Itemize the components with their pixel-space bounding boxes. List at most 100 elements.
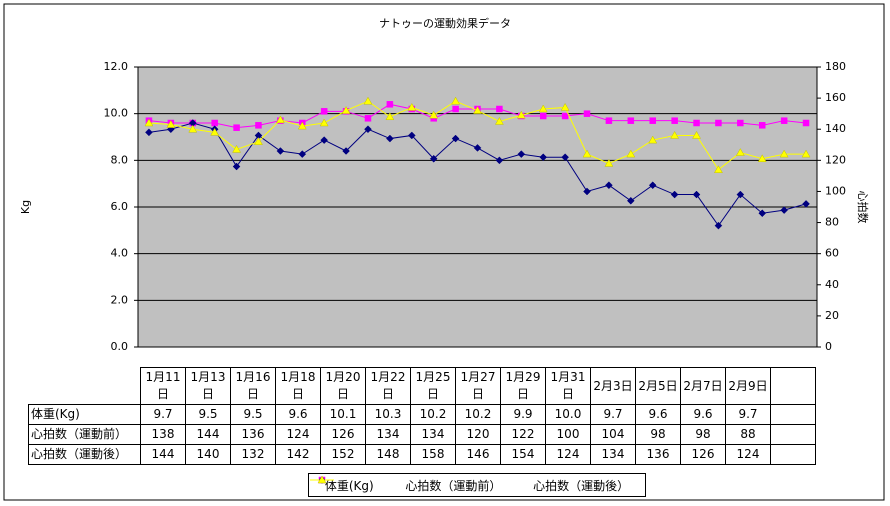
table-cell: 134 — [365, 424, 411, 445]
table-cell: 9.9 — [500, 404, 546, 425]
marker — [583, 110, 591, 117]
marker — [363, 96, 373, 105]
marker — [714, 221, 723, 230]
y2-tick-label: 20 — [825, 309, 839, 322]
table-cell: 9.6 — [680, 404, 726, 425]
marker — [407, 131, 416, 140]
table-cell: 体重(Kg) — [28, 404, 141, 425]
table-cell: 9.5 — [185, 404, 231, 425]
marker — [320, 136, 329, 144]
y-tick-label: 8.0 — [111, 153, 129, 166]
marker — [298, 150, 307, 158]
table-cell: 10.2 — [410, 404, 456, 425]
table-cell: 2月7日 — [680, 367, 726, 405]
table-cell: 140 — [185, 444, 231, 465]
table-cell: 126 — [680, 444, 726, 465]
marker — [735, 148, 745, 156]
table-cell: 9.6 — [275, 404, 321, 425]
marker — [671, 117, 678, 124]
y2-tick-label: 40 — [825, 278, 839, 291]
marker — [166, 120, 176, 128]
marker — [255, 122, 262, 129]
marker — [693, 119, 700, 127]
legend-label: 心拍数（運動前） — [405, 478, 502, 493]
y2-tick-label: 0 — [825, 340, 832, 353]
y2-tick-label: 160 — [825, 91, 846, 104]
table-cell: 1月22日 — [365, 367, 411, 405]
legend-item: 心拍数（運動後） — [310, 475, 629, 494]
marker — [451, 96, 461, 105]
y-tick-label: 12.0 — [104, 60, 129, 73]
y-tick-label: 0.0 — [111, 340, 129, 353]
marker — [429, 154, 438, 163]
marker — [779, 149, 789, 158]
marker — [144, 118, 154, 127]
table-cell: 136 — [635, 444, 681, 465]
marker — [649, 117, 656, 124]
marker — [561, 153, 569, 162]
marker — [648, 135, 658, 144]
chart-title: ナトゥーの運動効果データ — [379, 16, 511, 30]
marker — [780, 117, 788, 124]
table-cell — [770, 444, 816, 465]
marker — [364, 125, 372, 134]
marker — [297, 121, 307, 130]
y2-tick-label: 120 — [825, 153, 846, 166]
marker — [561, 112, 569, 120]
marker — [516, 110, 526, 119]
table-row: 心拍数（運動前） 138 144 136 124 126 134 134 120 122 100 10… — [28, 424, 816, 445]
marker — [429, 110, 439, 119]
y-axis-label: Kg — [19, 200, 32, 214]
table-cell: 10.3 — [365, 404, 411, 425]
marker — [604, 158, 614, 167]
table-row: 心拍数（運動後） 144 140 132 142 152 148 158 146 154 124 13… — [28, 444, 816, 465]
y2-tick-label: 60 — [825, 247, 839, 260]
marker — [167, 125, 175, 134]
marker — [757, 154, 767, 163]
marker — [780, 206, 788, 214]
marker — [317, 475, 327, 484]
table-cell: 152 — [320, 444, 366, 465]
table-cell — [770, 404, 816, 425]
marker — [232, 144, 241, 153]
marker — [452, 105, 459, 113]
legend: 体重(Kg) 心拍数（運動前） 心拍数（運動後） — [308, 473, 646, 497]
table-cell: 98 — [635, 424, 681, 445]
table-cell: 132 — [230, 444, 276, 465]
table-cell: 122 — [500, 424, 546, 445]
data-table: 1月11日 1月13日 1月16日 1月18日 1月20日 1月22日 1月25日 1月27日… — [28, 367, 816, 465]
marker — [737, 119, 744, 127]
table-cell: 2月9日 — [725, 367, 771, 405]
marker — [583, 187, 591, 196]
marker — [670, 130, 680, 139]
table-cell: 1月29日 — [500, 367, 546, 405]
table-header: 1月11日 1月13日 1月16日 1月18日 1月20日 1月22日 1月25日 1月27日… — [28, 367, 816, 405]
marker — [714, 165, 723, 173]
marker — [715, 119, 722, 127]
y-tick-label: 4.0 — [111, 247, 129, 260]
marker — [319, 118, 329, 127]
marker — [648, 181, 657, 190]
marker — [626, 196, 635, 205]
table-cell: 142 — [275, 444, 321, 465]
marker — [627, 117, 635, 124]
y2-tick-label: 180 — [825, 60, 846, 73]
marker — [386, 101, 394, 108]
marker — [145, 128, 153, 137]
table-cell: 1月16日 — [230, 367, 276, 405]
marker — [341, 106, 351, 114]
marker — [473, 144, 482, 152]
marker — [560, 102, 570, 111]
marker — [626, 149, 636, 158]
table-cell: 124 — [725, 444, 771, 465]
marker — [407, 102, 417, 111]
marker — [494, 116, 504, 125]
marker — [605, 117, 613, 124]
marker — [517, 150, 526, 158]
y2-tick-label: 100 — [825, 184, 846, 197]
table-cell: 104 — [590, 424, 636, 445]
table-cell: 9.7 — [590, 404, 636, 425]
marker — [210, 127, 220, 136]
marker — [188, 124, 198, 133]
